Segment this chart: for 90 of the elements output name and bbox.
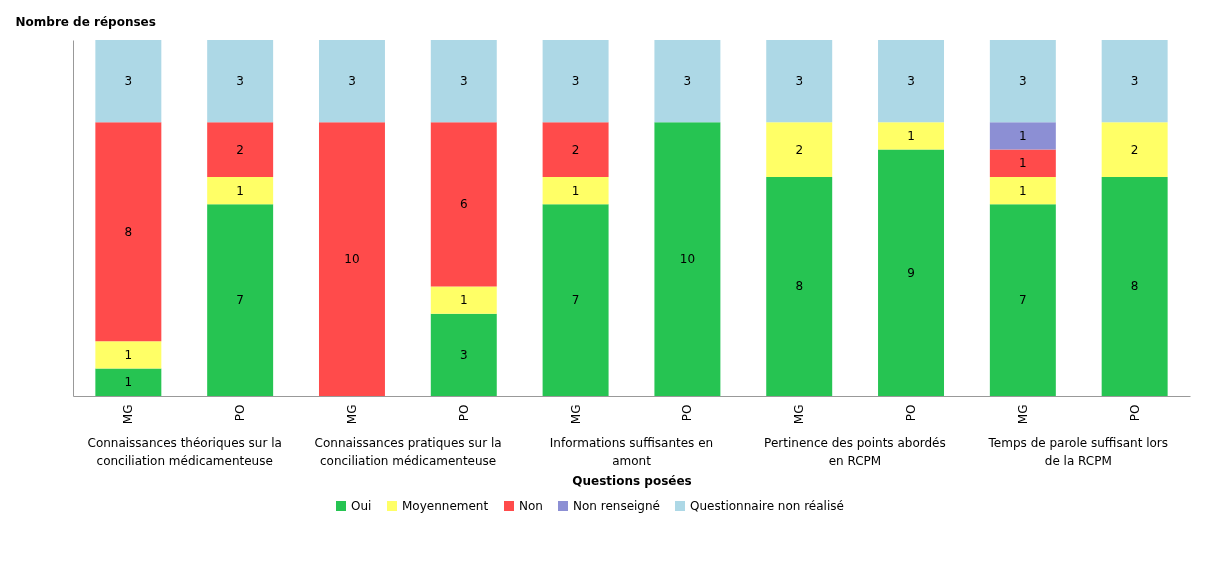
data-label: 1 [907,128,915,143]
data-label: 8 [124,224,133,239]
data-label: 3 [683,74,692,89]
text: Pertinence des points abordés en RCPM [764,436,946,468]
data-label: 1 [236,183,244,198]
bar [207,204,274,396]
y-axis-title: Nombre de réponses [15,14,156,29]
legend-label: Questionnaire non réalisé [690,499,844,513]
bar [95,40,162,123]
bar [207,122,274,177]
bar [989,149,1056,177]
bar [878,40,945,123]
x-tick-label: MG [121,404,136,425]
data-label: 3 [236,74,244,89]
bar [207,176,274,205]
data-label: 3 [795,74,804,89]
data-label: 1 [124,347,133,362]
data-label: 2 [571,142,580,157]
x-tick-label: PO [904,404,919,422]
legend-label: Non [519,499,543,513]
bar [1101,176,1168,396]
bar [95,341,162,369]
bar [878,122,945,150]
bar [989,204,1056,396]
data-label: 1 [571,183,580,198]
bar [207,40,274,123]
data-label: 2 [795,142,804,157]
data-label: 7 [1019,293,1027,308]
data-label: 3 [124,74,133,89]
data-label: 3 [348,74,356,89]
bar [542,204,609,396]
bar [878,149,945,396]
x-axis-title: Questions posées [572,474,692,489]
x-tick-label: MG [1015,404,1030,425]
data-label: 9 [907,265,915,280]
bar [989,122,1056,150]
x-tick-label: PO [680,404,695,422]
bar [989,40,1056,123]
bar [318,40,385,123]
data-label: 10 [679,252,696,267]
data-label: 1 [1019,156,1027,171]
data-label: 7 [571,293,580,308]
legend-label: Moyennement [402,499,489,513]
data-label: 1 [1019,128,1027,143]
data-label: 3 [459,347,468,362]
data-label: 2 [1130,142,1139,157]
bar [430,313,497,396]
bar [766,40,833,123]
bar [95,122,162,342]
bar [989,176,1056,205]
x-tick-label: PO [1127,404,1142,422]
data-label: 3 [907,74,915,89]
text: Connaissances pratiques sur la conciliation médicamenteuse [314,436,502,468]
bar [430,40,497,123]
x-tick-label: MG [344,404,359,425]
data-label: 8 [795,279,804,294]
data-label: 1 [1019,183,1027,198]
data-label: 3 [459,74,468,89]
bar [318,122,385,396]
bar [430,286,497,314]
x-tick-label: PO [233,404,248,422]
bar [430,122,497,287]
data-label: 8 [1130,279,1139,294]
legend-label: Non renseigné [573,499,660,513]
legend-label: Oui [351,499,372,513]
x-tick-label: MG [792,404,807,425]
x-tick-label: MG [568,404,583,425]
bar [766,122,833,177]
text: Informations suffisantes en amont [549,436,714,468]
bar [654,40,721,123]
bar [1101,122,1168,177]
data-label: 1 [124,375,133,390]
data-label: 6 [459,197,468,212]
data-label: 1 [459,293,468,308]
bar [542,122,609,177]
text: Temps de parole suffisant lors de la RCPM [987,436,1169,468]
data-label: 2 [236,142,244,157]
bar [542,176,609,205]
bar [95,368,162,396]
text: Connaissances théoriques sur la conciliation médicamenteuse [87,436,282,468]
data-label: 3 [571,74,580,89]
data-label: 10 [344,252,360,267]
data-label: 3 [1019,74,1027,89]
bar [1101,40,1168,123]
bar [542,40,609,123]
bar [654,122,721,396]
data-label: 3 [1130,74,1139,89]
x-tick-label: PO [456,404,471,422]
bar [766,176,833,396]
data-label: 7 [236,293,244,308]
